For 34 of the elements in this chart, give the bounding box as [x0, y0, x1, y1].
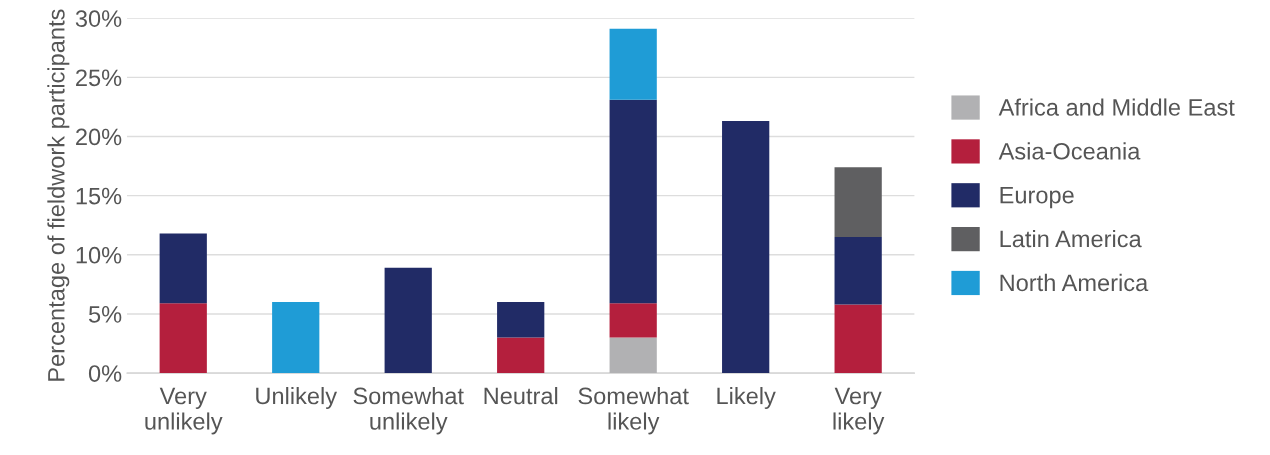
legend-label: Europe	[1000, 186, 1074, 209]
y-tick-label: 30%	[75, 10, 122, 27]
bar	[609, 337, 657, 374]
x-tick-label: Somewhat unlikely	[353, 386, 464, 435]
x-tick-label: Very likely	[833, 387, 885, 435]
y-tick-label: 15%	[76, 187, 122, 205]
y-tick-label: 20%	[76, 128, 122, 146]
bar	[722, 121, 770, 374]
x-tick-label: Likely	[717, 386, 776, 409]
legend-label: Africa and Middle East	[998, 98, 1235, 116]
bar	[497, 302, 545, 338]
bar	[834, 167, 882, 238]
y-tick-label: 0%	[88, 365, 122, 382]
bar	[609, 99, 657, 304]
bar	[159, 233, 207, 304]
bar	[834, 304, 882, 374]
x-tick-label: Unlikely	[256, 386, 338, 409]
legend-label: Latin America	[1000, 229, 1142, 248]
bar	[497, 337, 545, 374]
legend-label: North America	[1000, 273, 1149, 292]
bar	[609, 303, 657, 338]
y-tick-label: 10%	[76, 246, 122, 264]
y-axis-title: Percentage of fieldwork participants	[47, 9, 70, 381]
y-tick-label: 5%	[88, 306, 122, 323]
bar	[272, 302, 320, 374]
x-tick-label: Somewhat likely	[578, 386, 689, 435]
bar	[384, 267, 432, 374]
x-tick-label: Neutral	[484, 386, 558, 405]
bar	[834, 237, 882, 305]
legend-label: Asia-Oceania	[998, 142, 1141, 160]
x-tick-label: Very unlikely	[145, 387, 223, 435]
bar	[609, 28, 657, 100]
bar	[159, 303, 207, 374]
y-tick-label: 25%	[76, 69, 122, 87]
